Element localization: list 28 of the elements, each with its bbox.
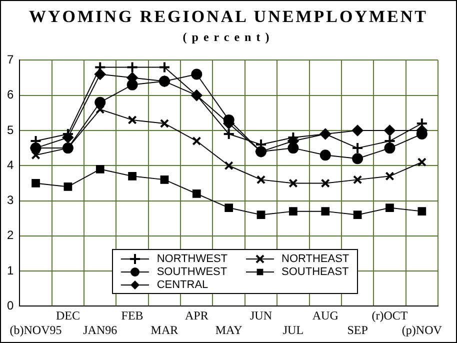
- x-tick-label: JUN: [250, 308, 272, 323]
- y-tick-label: 3: [6, 193, 14, 208]
- x-tick-label: JAN96: [83, 322, 118, 337]
- y-tick-label: 0: [6, 298, 14, 313]
- x-tick-label: APR: [184, 308, 208, 323]
- x-tick-label: DEC: [56, 308, 80, 323]
- legend-label: NORTHEAST: [282, 252, 350, 265]
- legend-label: CENTRAL: [156, 278, 208, 291]
- x-tick-label: FEB: [121, 308, 144, 323]
- x-tick-label: (b)NOV95: [10, 322, 62, 337]
- y-tick-label: 7: [6, 52, 14, 67]
- y-tick-label: 6: [6, 88, 14, 102]
- x-tick-label: MAY: [215, 322, 243, 337]
- y-tick-label: 1: [6, 263, 14, 278]
- x-tick-label: SEP: [347, 322, 368, 337]
- x-tick-label: (p)NOV: [402, 322, 442, 337]
- x-tick-label: AUG: [312, 308, 339, 323]
- chart-title: WYOMING REGIONAL UNEMPLOYMENT: [28, 7, 429, 27]
- x-tick-label: (r)OCT: [372, 308, 408, 323]
- legend-label: SOUTHEAST: [282, 266, 349, 278]
- legend-label: NORTHWEST: [156, 252, 228, 265]
- legend-label: SOUTHWEST: [156, 266, 228, 278]
- y-tick-label: 5: [6, 122, 14, 137]
- chart-subtitle: (percent): [182, 30, 276, 45]
- x-tick-label: MAR: [150, 322, 178, 337]
- y-tick-label: 2: [6, 228, 14, 242]
- x-tick-label: JUL: [282, 322, 304, 337]
- y-tick-label: 4: [6, 158, 14, 172]
